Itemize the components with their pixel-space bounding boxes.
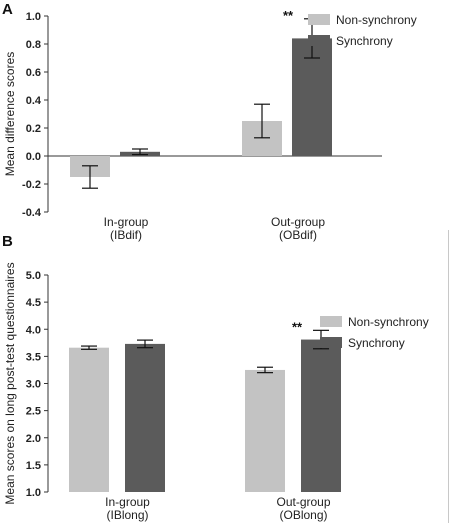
chart-panel-b: B 1.0 1.5 2.0 2.5 3.0 3.5 4.0 4.5 5.0 Mean scores … bbox=[2, 233, 429, 522]
x-tick-label: (OBlong) bbox=[279, 508, 327, 522]
y-tick-label: 2.5 bbox=[26, 406, 41, 418]
y-tick-label: 5.0 bbox=[26, 270, 41, 282]
y-tick-label: 1.0 bbox=[26, 11, 41, 23]
x-tick-label: (OBdif) bbox=[279, 228, 317, 242]
y-tick-label: 4.5 bbox=[26, 297, 41, 309]
bar bbox=[69, 347, 109, 492]
legend-swatch bbox=[308, 35, 330, 46]
y-tick-label: -0.4 bbox=[22, 207, 42, 219]
legend-swatch bbox=[320, 337, 342, 348]
y-tick-label: 0.6 bbox=[26, 67, 41, 79]
page-border-line bbox=[448, 230, 449, 523]
y-ticks: 1.0 1.5 2.0 2.5 3.0 3.5 4.0 4.5 5.0 bbox=[26, 270, 48, 499]
x-tick-label: (IBdif) bbox=[110, 228, 142, 242]
bar bbox=[301, 339, 341, 492]
y-tick-label: 0.4 bbox=[26, 95, 42, 107]
y-tick-label: 1.0 bbox=[26, 487, 41, 499]
y-ticks: -0.4 -0.2 0.0 0.2 0.4 0.6 0.8 1.0 bbox=[22, 11, 48, 219]
legend-label: Non-synchrony bbox=[348, 315, 429, 329]
y-tick-label: 3.5 bbox=[26, 351, 41, 363]
x-tick-label: Out-group bbox=[276, 495, 330, 509]
y-axis-label: Mean difference scores bbox=[3, 52, 17, 177]
significance-annotation: ** bbox=[283, 8, 294, 23]
legend-label: Synchrony bbox=[336, 34, 393, 48]
legend-label: Synchrony bbox=[348, 336, 405, 350]
legend-swatch bbox=[320, 316, 342, 327]
legend-swatch bbox=[308, 14, 330, 25]
y-tick-label: 0.8 bbox=[26, 39, 41, 51]
y-tick-label: 2.0 bbox=[26, 433, 41, 445]
y-axis-label: Mean scores on long post-test questionna… bbox=[3, 262, 17, 504]
bar bbox=[245, 369, 285, 492]
y-tick-label: -0.2 bbox=[22, 179, 41, 191]
y-tick-label: 4.0 bbox=[26, 324, 41, 336]
bar bbox=[125, 343, 165, 492]
legend-label: Non-synchrony bbox=[336, 13, 417, 27]
y-tick-label: 1.5 bbox=[26, 460, 41, 472]
x-tick-label: Out-group bbox=[271, 215, 325, 229]
y-tick-label: 0.2 bbox=[26, 123, 41, 135]
chart-panel-a: A -0.4 -0.2 0.0 0.2 0.4 0.6 0.8 1.0 Mean differen… bbox=[2, 1, 417, 242]
significance-annotation: ** bbox=[292, 319, 303, 334]
x-tick-label: (IBlong) bbox=[106, 508, 148, 522]
x-tick-label: In-group bbox=[104, 215, 149, 229]
panel-label: A bbox=[2, 1, 13, 18]
y-tick-label: 0.0 bbox=[26, 151, 41, 163]
panel-label: B bbox=[2, 233, 13, 250]
y-tick-label: 3.0 bbox=[26, 379, 41, 391]
x-tick-label: In-group bbox=[105, 495, 150, 509]
